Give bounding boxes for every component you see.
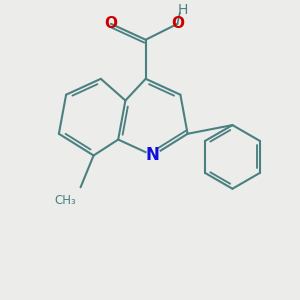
Text: O: O bbox=[104, 16, 117, 31]
Text: CH₃: CH₃ bbox=[55, 194, 76, 207]
Text: O: O bbox=[172, 16, 184, 31]
Text: H: H bbox=[177, 3, 188, 17]
Text: N: N bbox=[146, 146, 160, 164]
